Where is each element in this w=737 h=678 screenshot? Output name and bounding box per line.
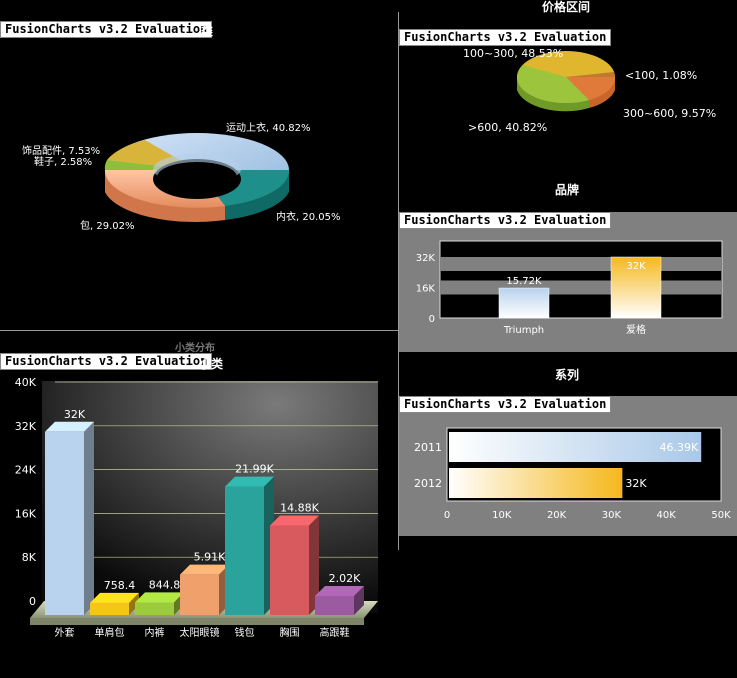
y-tick-label: 32K bbox=[15, 420, 37, 433]
column-front bbox=[315, 595, 354, 615]
column-value-label: 758.4 bbox=[104, 579, 136, 592]
bar-value-label: 32K bbox=[625, 477, 647, 490]
category-donut-chart: 运动上衣, 40.82% 内衣, 20.05% 包, 29.02% 鞋子, 2.… bbox=[22, 121, 341, 232]
category-label: 高跟鞋 bbox=[320, 626, 350, 639]
brand-chart-title: 品牌 bbox=[555, 183, 580, 197]
column-front bbox=[90, 602, 129, 615]
category-label: 太阳眼镜 bbox=[180, 626, 220, 639]
column-front bbox=[180, 574, 219, 615]
pie-label-0: 100~300, 48.53% bbox=[463, 47, 563, 60]
brand-bar-panel: FusionCharts v3.2 Evaluation 15.72K 32K 0… bbox=[399, 212, 737, 352]
evaluation-watermark: FusionCharts v3.2 Evaluation bbox=[399, 396, 612, 413]
subcategory-title-fragment: 小类 bbox=[199, 357, 224, 371]
chart-title-fragment: 类 bbox=[201, 24, 214, 38]
series-bar-chart: 46.39K 32K 0 10K 20K 30K 40K 50K 2011 2012 bbox=[414, 427, 731, 521]
category-label: 胸围 bbox=[280, 626, 300, 639]
subcategory-faint-title: 小类分布 bbox=[175, 343, 215, 354]
column-top bbox=[225, 476, 274, 487]
column-top bbox=[45, 421, 94, 432]
y-tick-label: 8K bbox=[22, 551, 37, 564]
grid-band bbox=[440, 257, 722, 271]
column-front bbox=[45, 431, 84, 615]
x-tick-label: 0 bbox=[444, 510, 450, 521]
column-value-label: 32K bbox=[64, 408, 86, 421]
evaluation-watermark: FusionCharts v3.2 Evaluation bbox=[399, 212, 612, 229]
pie-label-2: 300~600, 9.57% bbox=[623, 107, 716, 120]
column-side bbox=[309, 515, 319, 615]
subcategory-panel: 小类分布 FusionCharts v3.2 Evaluation 小类 32K… bbox=[0, 331, 398, 678]
y-tick-label: 32K bbox=[416, 253, 436, 264]
bar bbox=[449, 432, 702, 462]
series-bar-panel: FusionCharts v3.2 Evaluation 46.39K 32K 0… bbox=[399, 396, 737, 536]
donut-label-1: 内衣, 20.05% bbox=[276, 210, 341, 223]
category-label: 钱包 bbox=[235, 626, 255, 639]
pie-slice-orange bbox=[566, 77, 616, 100]
donut-label-2: 包, 29.02% bbox=[80, 219, 135, 232]
column-side bbox=[84, 421, 94, 615]
column-top bbox=[180, 564, 229, 575]
category-donut-panel: FusionCharts v3.2 Evaluation 类 运动上衣, 40.… bbox=[0, 0, 398, 330]
category-label: 2011 bbox=[414, 441, 442, 454]
category-label: 2012 bbox=[414, 477, 442, 490]
category-label: Triumph bbox=[503, 325, 544, 336]
subcategory-column-chart: 32K 758.4 844.8 5.91K 21.99K 14.88K 2.02K 0 8K 1… bbox=[15, 376, 378, 639]
divider-vertical bbox=[398, 12, 399, 550]
pie-label-1: <100, 1.08% bbox=[625, 69, 697, 82]
column-side bbox=[354, 585, 364, 615]
x-tick-label: 20K bbox=[547, 510, 567, 521]
x-tick-label: 10K bbox=[492, 510, 512, 521]
price-pie-panel: 价格区间 FusionCharts v3.2 Evaluation 100~30… bbox=[399, 0, 737, 170]
y-tick-label: 0 bbox=[429, 314, 435, 325]
price-pie-chart: 100~300, 48.53% <100, 1.08% 300~600, 9.5… bbox=[463, 47, 716, 134]
column-top bbox=[270, 515, 319, 526]
evaluation-watermark: FusionCharts v3.2 Evaluation bbox=[0, 21, 213, 38]
pie-label-3: >600, 40.82% bbox=[468, 121, 547, 134]
bar bbox=[610, 256, 662, 319]
x-tick-label: 40K bbox=[657, 510, 677, 521]
column-front bbox=[225, 486, 264, 615]
evaluation-watermark: FusionCharts v3.2 Evaluation bbox=[0, 353, 213, 370]
category-label: 爱格 bbox=[626, 323, 646, 336]
bar bbox=[498, 287, 550, 319]
donut-label-0: 运动上衣, 40.82% bbox=[226, 121, 311, 134]
column-top bbox=[90, 592, 139, 603]
bar-value-label: 15.72K bbox=[506, 276, 542, 287]
column-value-label: 2.02K bbox=[329, 572, 361, 585]
donut-label-3: 鞋子, 2.58% bbox=[34, 155, 92, 168]
category-label: 外套 bbox=[55, 626, 75, 639]
grid-band bbox=[440, 280, 722, 295]
column-front bbox=[135, 602, 174, 615]
brand-bar-chart: 15.72K 32K 0 16K 32K Triumph 爱格 bbox=[416, 240, 723, 336]
chart-floor-front bbox=[30, 618, 364, 625]
pie-slice-green bbox=[516, 65, 589, 104]
column-side bbox=[129, 592, 139, 615]
divider-horizontal bbox=[0, 330, 398, 331]
y-tick-label: 24K bbox=[15, 464, 37, 477]
price-chart-title: 价格区间 bbox=[542, 0, 591, 14]
y-tick-label: 0 bbox=[29, 595, 36, 608]
column-value-label: 5.91K bbox=[194, 551, 226, 564]
x-tick-label: 30K bbox=[602, 510, 622, 521]
column-value-label: 844.8 bbox=[149, 578, 181, 591]
category-label: 内裤 bbox=[145, 626, 165, 639]
bar bbox=[449, 468, 623, 498]
y-tick-label: 16K bbox=[416, 284, 436, 295]
y-tick-label: 40K bbox=[15, 376, 37, 389]
column-top bbox=[135, 592, 184, 603]
series-chart-title: 系列 bbox=[555, 368, 580, 382]
donut-label-4: 饰品配件, 7.53% bbox=[22, 144, 100, 157]
plot-area bbox=[439, 240, 723, 319]
x-tick-label: 50K bbox=[711, 510, 731, 521]
column-value-label: 21.99K bbox=[235, 463, 274, 476]
y-tick-label: 16K bbox=[15, 507, 37, 520]
bar-value-label: 32K bbox=[626, 261, 646, 272]
column-value-label: 14.88K bbox=[280, 502, 319, 515]
column-front bbox=[270, 525, 309, 615]
pie-slice-brown bbox=[566, 72, 615, 77]
bar-value-label: 46.39K bbox=[659, 441, 698, 454]
category-label: 单肩包 bbox=[95, 626, 125, 639]
column-top bbox=[315, 585, 364, 596]
donut-hole-inner bbox=[157, 162, 237, 192]
evaluation-watermark: FusionCharts v3.2 Evaluation bbox=[399, 29, 612, 46]
